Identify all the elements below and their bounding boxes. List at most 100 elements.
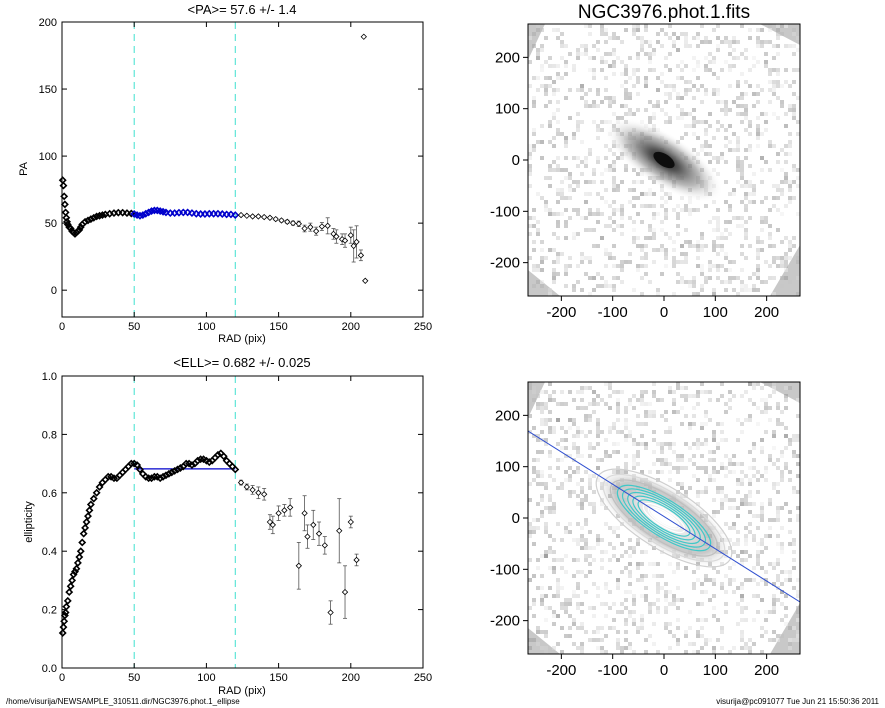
- image-xtick-label: 0: [660, 304, 668, 321]
- image-xtick-label: -200: [546, 662, 576, 679]
- image-bottom-pixels: [528, 382, 800, 654]
- ell-curve-point: [185, 459, 194, 468]
- ell-curve-point: [173, 465, 182, 474]
- image-xtick-label: 200: [754, 662, 779, 679]
- ell-curve-point: [147, 474, 156, 483]
- pa-curve-point: [86, 215, 95, 224]
- image-ytick-label: -100: [490, 203, 520, 220]
- ell-curve-point: [107, 472, 116, 481]
- pa-curve-point: [141, 209, 150, 218]
- isophote-ellipse: [595, 468, 733, 568]
- pa-guides: [133, 22, 236, 317]
- pa-curve-point: [196, 210, 205, 218]
- image-xtick-label: 0: [660, 662, 668, 679]
- pa-curve-point: [61, 208, 70, 217]
- ell-curve-point: [76, 547, 85, 556]
- pa-curve-point: [76, 223, 85, 232]
- pa-ytick-label: 150: [39, 84, 57, 96]
- ell-ytick-label: 1.0: [42, 371, 57, 383]
- image-xtick-label: 100: [703, 304, 728, 321]
- image-top-title: NGC3976.phot.1.fits: [578, 2, 750, 23]
- ell-curve: [58, 449, 240, 637]
- isophote-ellipse: [637, 499, 691, 537]
- ell-data-point: [295, 562, 302, 569]
- pa-data-point: [295, 220, 302, 227]
- ell-data-point: [286, 504, 294, 511]
- image-ytick-label: 100: [495, 459, 520, 476]
- ell-ytick-label: 0.4: [42, 546, 57, 558]
- pa-data-point: [284, 218, 291, 225]
- pa-data-point: [289, 219, 297, 227]
- ell-curve-point: [95, 483, 104, 491]
- ell-curve-point: [162, 471, 170, 480]
- pa-curve-point: [114, 208, 123, 217]
- pa-yticks: 0 50 100 150 200: [39, 17, 423, 297]
- pa-ytick-label: 100: [39, 151, 57, 163]
- ell-curve-point: [213, 450, 222, 459]
- pa-data-point: [357, 252, 365, 259]
- ell-curve-point: [176, 464, 185, 472]
- pa-data-point: [350, 242, 357, 250]
- footer-path: /home/visurija/NEWSAMPLE_310511.dir/NGC3…: [6, 697, 240, 706]
- pa-data-point: [312, 228, 320, 235]
- ell-axes-frame: [61, 375, 424, 669]
- image-ytick-label: 0: [512, 510, 520, 527]
- ell-curve-point: [219, 452, 228, 461]
- pa-curve-point: [205, 209, 214, 218]
- ell-curve-point: [60, 617, 69, 626]
- pa-data-point: [243, 212, 250, 219]
- image-ytick-label: 100: [495, 101, 520, 118]
- ell-xtick-label: 100: [197, 672, 215, 684]
- ell-data-point: [275, 510, 282, 517]
- isophote-ellipse: [621, 488, 707, 548]
- pa-xtick-label: 200: [342, 321, 360, 333]
- pa-curve-point: [89, 213, 98, 222]
- image-ytick-label: -200: [490, 255, 520, 272]
- ell-curve-point: [72, 564, 81, 573]
- pa-curve: [58, 176, 240, 238]
- ell-curve-point: [61, 608, 70, 617]
- ell-ytick-label: 0.6: [42, 488, 57, 500]
- ell-curve-point: [79, 529, 88, 538]
- pa-curve-point: [200, 210, 209, 218]
- image-top-pixels: [528, 24, 800, 296]
- pa-curve-point: [175, 208, 183, 217]
- ell-data-point: [347, 518, 354, 526]
- isophote-ellipse: [609, 479, 719, 557]
- image-ytick-label: 200: [495, 49, 520, 66]
- pa-ytick-label: 0: [51, 285, 57, 297]
- ell-curve-point: [133, 461, 142, 470]
- pa-points: [237, 33, 369, 284]
- image-bottom: -200 -100 0 100 200 -200 -100 0 100 200: [490, 381, 801, 679]
- pa-curve-point: [60, 192, 69, 201]
- isophote-ellipse: [616, 484, 712, 552]
- ell-data-point: [281, 507, 288, 514]
- ell-curve-point: [85, 506, 94, 515]
- pa-curve-point: [60, 200, 69, 209]
- ell-curve-point: [92, 488, 101, 497]
- ell-curve-point: [75, 553, 84, 561]
- pa-data-point: [272, 215, 279, 223]
- pa-xtick-label: 50: [128, 321, 140, 333]
- ell-curve-point: [153, 472, 162, 481]
- pa-curve-point: [213, 209, 222, 218]
- pa-data-point: [318, 223, 326, 230]
- isophote-ellipse: [602, 473, 726, 563]
- pa-data-point: [237, 211, 245, 219]
- ell-data-point: [353, 556, 360, 564]
- image-xtick-label: -100: [598, 662, 628, 679]
- ell-curve-point: [84, 512, 92, 521]
- ell-data-point: [237, 479, 245, 486]
- ell-curve-point: [89, 494, 98, 503]
- ell-ytick-label: 0.0: [42, 663, 57, 675]
- ell-curve-point: [199, 455, 208, 464]
- pa-curve-point: [166, 209, 175, 218]
- ell-data-point: [315, 530, 323, 537]
- ell-data-point: [255, 489, 262, 496]
- ell-data-point: [310, 521, 317, 529]
- ell-curve-point: [73, 558, 82, 567]
- ell-ytick-label: 0.8: [42, 429, 57, 441]
- isophote-contours: [595, 468, 733, 568]
- image-ytick-label: -200: [490, 613, 520, 630]
